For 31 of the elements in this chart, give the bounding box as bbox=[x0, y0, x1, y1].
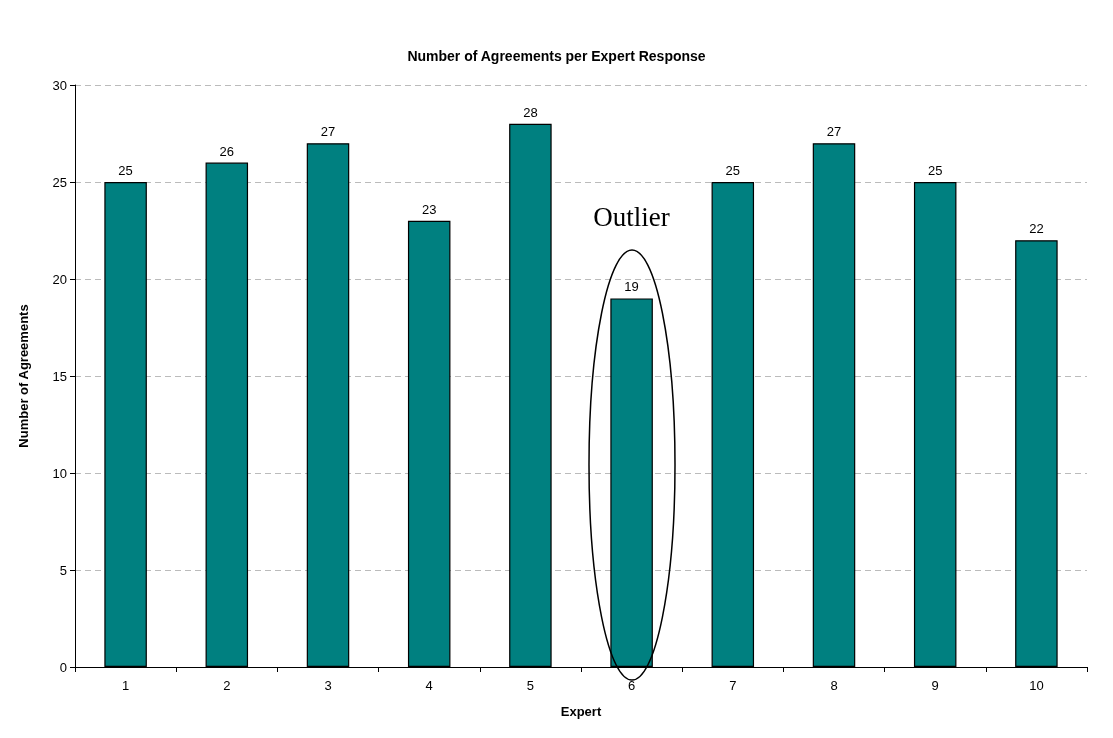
x-axis-title: Expert bbox=[560, 704, 602, 719]
y-tick-label: 15 bbox=[52, 368, 67, 384]
y-axis-title: Number of Agreements bbox=[16, 304, 31, 448]
chart-title: Number of Agreements per Expert Response bbox=[407, 48, 706, 64]
x-tick-label: 8 bbox=[830, 678, 838, 693]
annotation: Outlier bbox=[592, 200, 671, 234]
x-tick-label: 7 bbox=[729, 678, 737, 693]
x-tick-label: 9 bbox=[931, 678, 939, 693]
x-tick-label: 10 bbox=[1029, 678, 1044, 693]
y-tick-label: 20 bbox=[52, 271, 67, 287]
data-label: 19 bbox=[624, 279, 639, 295]
data-label: 26 bbox=[219, 143, 235, 159]
y-tick-label: 30 bbox=[52, 77, 67, 93]
data-label: 27 bbox=[826, 124, 842, 140]
data-label: 27 bbox=[320, 124, 336, 140]
y-tick-label: 10 bbox=[52, 465, 67, 481]
x-tick-label: 5 bbox=[526, 678, 535, 693]
data-label: 28 bbox=[523, 104, 538, 120]
data-label: 22 bbox=[1029, 221, 1044, 237]
data-label: 23 bbox=[421, 201, 437, 217]
data-label: 25 bbox=[725, 163, 741, 178]
x-tick-label: 2 bbox=[223, 678, 231, 693]
y-tick-label: 25 bbox=[52, 174, 67, 190]
y-tick-label: 5 bbox=[59, 562, 67, 578]
data-label: 25 bbox=[927, 163, 943, 178]
x-tick-label: 6 bbox=[627, 678, 636, 693]
x-tick-label: 4 bbox=[425, 678, 433, 693]
data-label: 25 bbox=[118, 163, 133, 178]
x-tick-label: 3 bbox=[324, 678, 332, 693]
x-tick-label: 1 bbox=[121, 678, 130, 693]
y-tick-label: 0 bbox=[59, 659, 67, 675]
